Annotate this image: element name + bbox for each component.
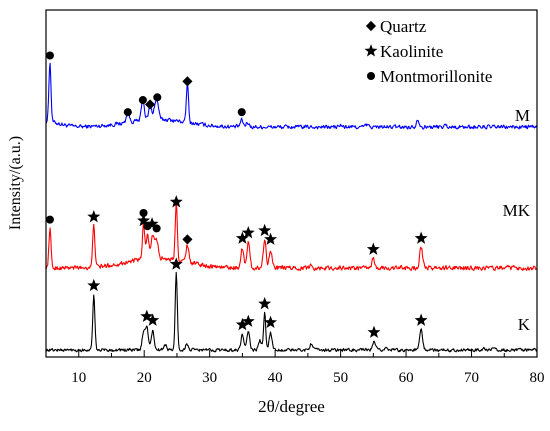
x-tick-label: 60 xyxy=(399,370,414,386)
legend-label-kaolinite: Kaolinite xyxy=(380,42,443,61)
legend-label-quartz: Quartz xyxy=(380,17,427,36)
circle-marker xyxy=(123,108,132,117)
star-marker xyxy=(414,313,428,326)
circle-marker xyxy=(139,208,148,218)
star-marker xyxy=(140,309,154,322)
star-marker xyxy=(169,257,183,270)
star-marker xyxy=(87,210,101,223)
x-tick-label: 50 xyxy=(333,370,348,386)
star-marker xyxy=(87,278,101,292)
circle-marker xyxy=(138,96,147,105)
series-labels: M MK K xyxy=(503,106,531,334)
star-marker xyxy=(146,313,160,326)
legend: Quartz Kaolinite Montmorillonite xyxy=(364,17,492,86)
diamond-marker xyxy=(182,234,193,245)
star-marker xyxy=(366,242,380,255)
diamond-marker xyxy=(145,99,156,110)
trace-mk xyxy=(45,201,538,272)
diamond-marker xyxy=(365,20,377,32)
x-axis-ticks: 10 20 30 40 50 60 70 80 xyxy=(45,350,545,386)
circle-marker xyxy=(45,51,54,60)
x-tick-label: 30 xyxy=(202,370,217,386)
star-marker xyxy=(414,231,428,244)
circle-marker xyxy=(152,224,161,233)
star-marker xyxy=(235,231,249,244)
star-marker xyxy=(137,213,151,227)
circle-marker xyxy=(237,108,246,117)
x-tick-label: 10 xyxy=(71,370,86,386)
series-label-m: M xyxy=(515,106,530,125)
legend-label-montmorillonite: Montmorillonite xyxy=(380,67,492,86)
x-tick-label: 70 xyxy=(464,370,479,386)
x-axis-label: 2θ/degree xyxy=(258,397,325,416)
star-marker xyxy=(169,195,183,208)
star-marker xyxy=(258,223,272,237)
series-label-mk: MK xyxy=(503,201,531,220)
plot-frame xyxy=(45,9,538,358)
star-marker xyxy=(258,296,272,310)
star-marker xyxy=(145,217,159,230)
trace-group xyxy=(45,62,538,353)
star-marker xyxy=(264,232,278,245)
circle-marker xyxy=(45,215,54,224)
y-axis-label: Intensity/(a.u.) xyxy=(7,136,24,230)
star-marker xyxy=(235,317,249,331)
star-marker xyxy=(241,225,255,239)
star-marker xyxy=(241,314,255,327)
star-marker xyxy=(367,325,381,338)
series-label-k: K xyxy=(518,315,531,334)
marker-group xyxy=(45,51,428,338)
trace-k xyxy=(45,271,538,353)
circle-marker xyxy=(153,93,162,102)
x-tick-label: 40 xyxy=(268,370,283,386)
x-tick-label: 80 xyxy=(530,370,545,386)
x-tick-label: 20 xyxy=(137,370,152,386)
star-marker xyxy=(364,44,378,57)
star-marker xyxy=(264,315,278,329)
diamond-marker xyxy=(182,76,193,87)
circle-marker xyxy=(366,71,376,81)
